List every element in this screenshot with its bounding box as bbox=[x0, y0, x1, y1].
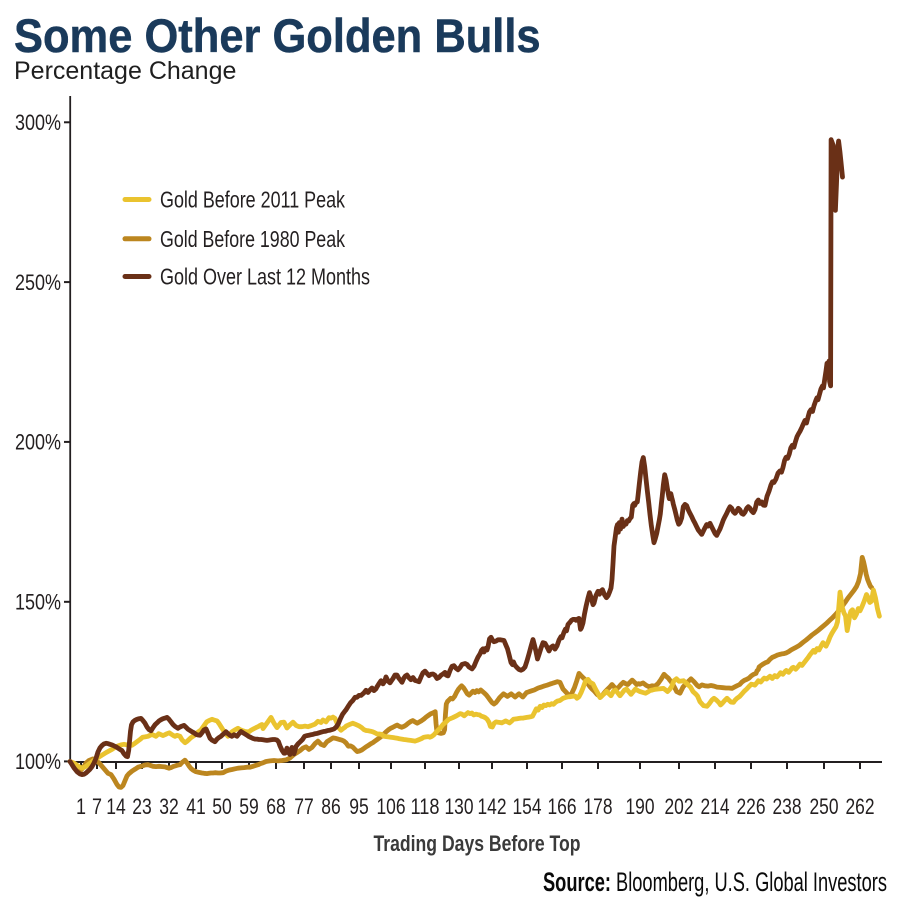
svg-text:32: 32 bbox=[159, 794, 179, 819]
svg-text:23: 23 bbox=[132, 794, 152, 819]
svg-text:41: 41 bbox=[186, 794, 206, 819]
svg-text:Gold Over Last 12 Months: Gold Over Last 12 Months bbox=[160, 264, 370, 290]
svg-text:118: 118 bbox=[411, 794, 440, 819]
svg-text:77: 77 bbox=[294, 794, 314, 819]
svg-text:100%: 100% bbox=[15, 749, 61, 774]
svg-text:68: 68 bbox=[266, 794, 286, 819]
svg-text:262: 262 bbox=[846, 794, 875, 819]
svg-text:226: 226 bbox=[737, 794, 766, 819]
svg-text:130: 130 bbox=[445, 794, 474, 819]
svg-text:178: 178 bbox=[584, 794, 613, 819]
svg-text:106: 106 bbox=[377, 794, 406, 819]
svg-text:200%: 200% bbox=[15, 430, 61, 455]
svg-text:150%: 150% bbox=[15, 590, 61, 615]
svg-text:95: 95 bbox=[349, 794, 369, 819]
svg-text:214: 214 bbox=[701, 794, 730, 819]
svg-text:Trading Days Before Top: Trading Days Before Top bbox=[374, 831, 581, 856]
svg-text:1: 1 bbox=[76, 794, 86, 819]
svg-text:Gold Before 1980 Peak: Gold Before 1980 Peak bbox=[160, 226, 345, 252]
svg-text:250: 250 bbox=[810, 794, 839, 819]
svg-text:166: 166 bbox=[548, 794, 577, 819]
svg-text:86: 86 bbox=[321, 794, 341, 819]
svg-text:238: 238 bbox=[773, 794, 802, 819]
svg-text:14: 14 bbox=[106, 794, 126, 819]
svg-text:142: 142 bbox=[478, 794, 507, 819]
svg-text:59: 59 bbox=[239, 794, 259, 819]
svg-text:Gold Before 2011 Peak: Gold Before 2011 Peak bbox=[160, 187, 345, 213]
svg-text:7: 7 bbox=[92, 794, 102, 819]
svg-text:50: 50 bbox=[212, 794, 232, 819]
svg-text:190: 190 bbox=[626, 794, 655, 819]
svg-text:250%: 250% bbox=[15, 270, 61, 295]
svg-text:Source: Bloomberg, U.S. Global: Source: Bloomberg, U.S. Global Investors bbox=[543, 867, 887, 897]
svg-text:154: 154 bbox=[513, 794, 542, 819]
svg-text:202: 202 bbox=[665, 794, 694, 819]
svg-text:300%: 300% bbox=[15, 110, 61, 135]
